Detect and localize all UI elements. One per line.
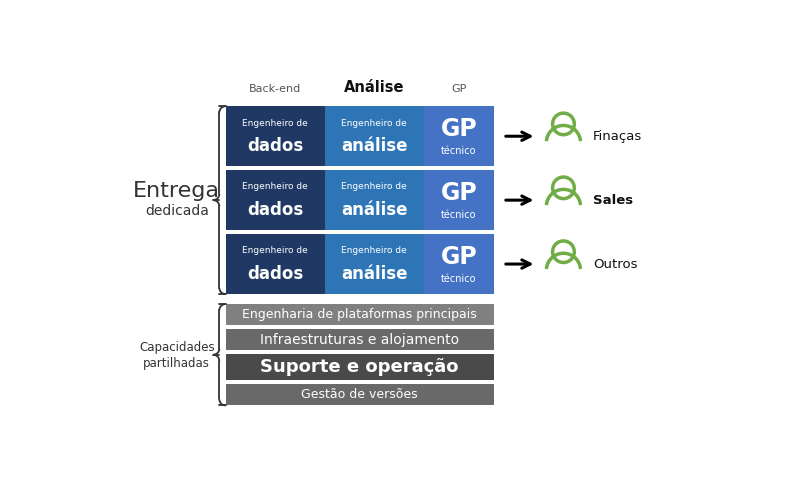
Text: GP: GP	[441, 245, 477, 269]
Text: Análise: Análise	[344, 80, 405, 95]
Text: Engenheiro de: Engenheiro de	[242, 118, 308, 128]
Bar	[226, 304, 494, 326]
Bar	[325, 234, 424, 294]
Text: técnico: técnico	[441, 146, 477, 156]
Text: Engenharia de plataformas principais: Engenharia de plataformas principais	[242, 308, 477, 321]
Text: Sales: Sales	[593, 194, 633, 206]
Text: análise: análise	[341, 266, 408, 283]
Text: Engenheiro de: Engenheiro de	[242, 182, 308, 192]
Text: Entrega: Entrega	[134, 181, 220, 201]
Text: Gestão de versões: Gestão de versões	[302, 388, 418, 402]
Text: Back-end: Back-end	[249, 84, 302, 94]
Text: dedicada: dedicada	[145, 204, 209, 218]
Bar	[226, 170, 325, 230]
Text: partilhadas: partilhadas	[143, 358, 210, 370]
Text: GP: GP	[441, 181, 477, 205]
Text: Engenheiro de: Engenheiro de	[342, 246, 407, 256]
Bar	[226, 106, 325, 166]
Text: Finaças: Finaças	[593, 130, 642, 142]
Text: Suporte e operação: Suporte e operação	[260, 358, 459, 376]
Text: técnico: técnico	[441, 210, 477, 220]
Bar	[424, 106, 494, 166]
Bar	[226, 384, 494, 406]
Text: Infraestruturas e alojamento: Infraestruturas e alojamento	[260, 332, 459, 346]
Bar	[226, 354, 494, 380]
Text: análise: análise	[341, 202, 408, 220]
Bar	[226, 329, 494, 350]
Text: Outros: Outros	[593, 258, 638, 270]
Text: dados: dados	[247, 138, 303, 156]
Bar	[325, 106, 424, 166]
Text: Engenheiro de: Engenheiro de	[342, 182, 407, 192]
Text: dados: dados	[247, 266, 303, 283]
Text: Engenheiro de: Engenheiro de	[242, 246, 308, 256]
Text: técnico: técnico	[441, 274, 477, 284]
Text: GP: GP	[441, 117, 477, 141]
Text: GP: GP	[451, 84, 466, 94]
Bar	[325, 170, 424, 230]
Bar	[424, 170, 494, 230]
Text: análise: análise	[341, 138, 408, 156]
Text: dados: dados	[247, 202, 303, 220]
Text: Capacidades: Capacidades	[139, 340, 214, 353]
Bar	[226, 234, 325, 294]
Text: Engenheiro de: Engenheiro de	[342, 118, 407, 128]
Bar	[424, 234, 494, 294]
